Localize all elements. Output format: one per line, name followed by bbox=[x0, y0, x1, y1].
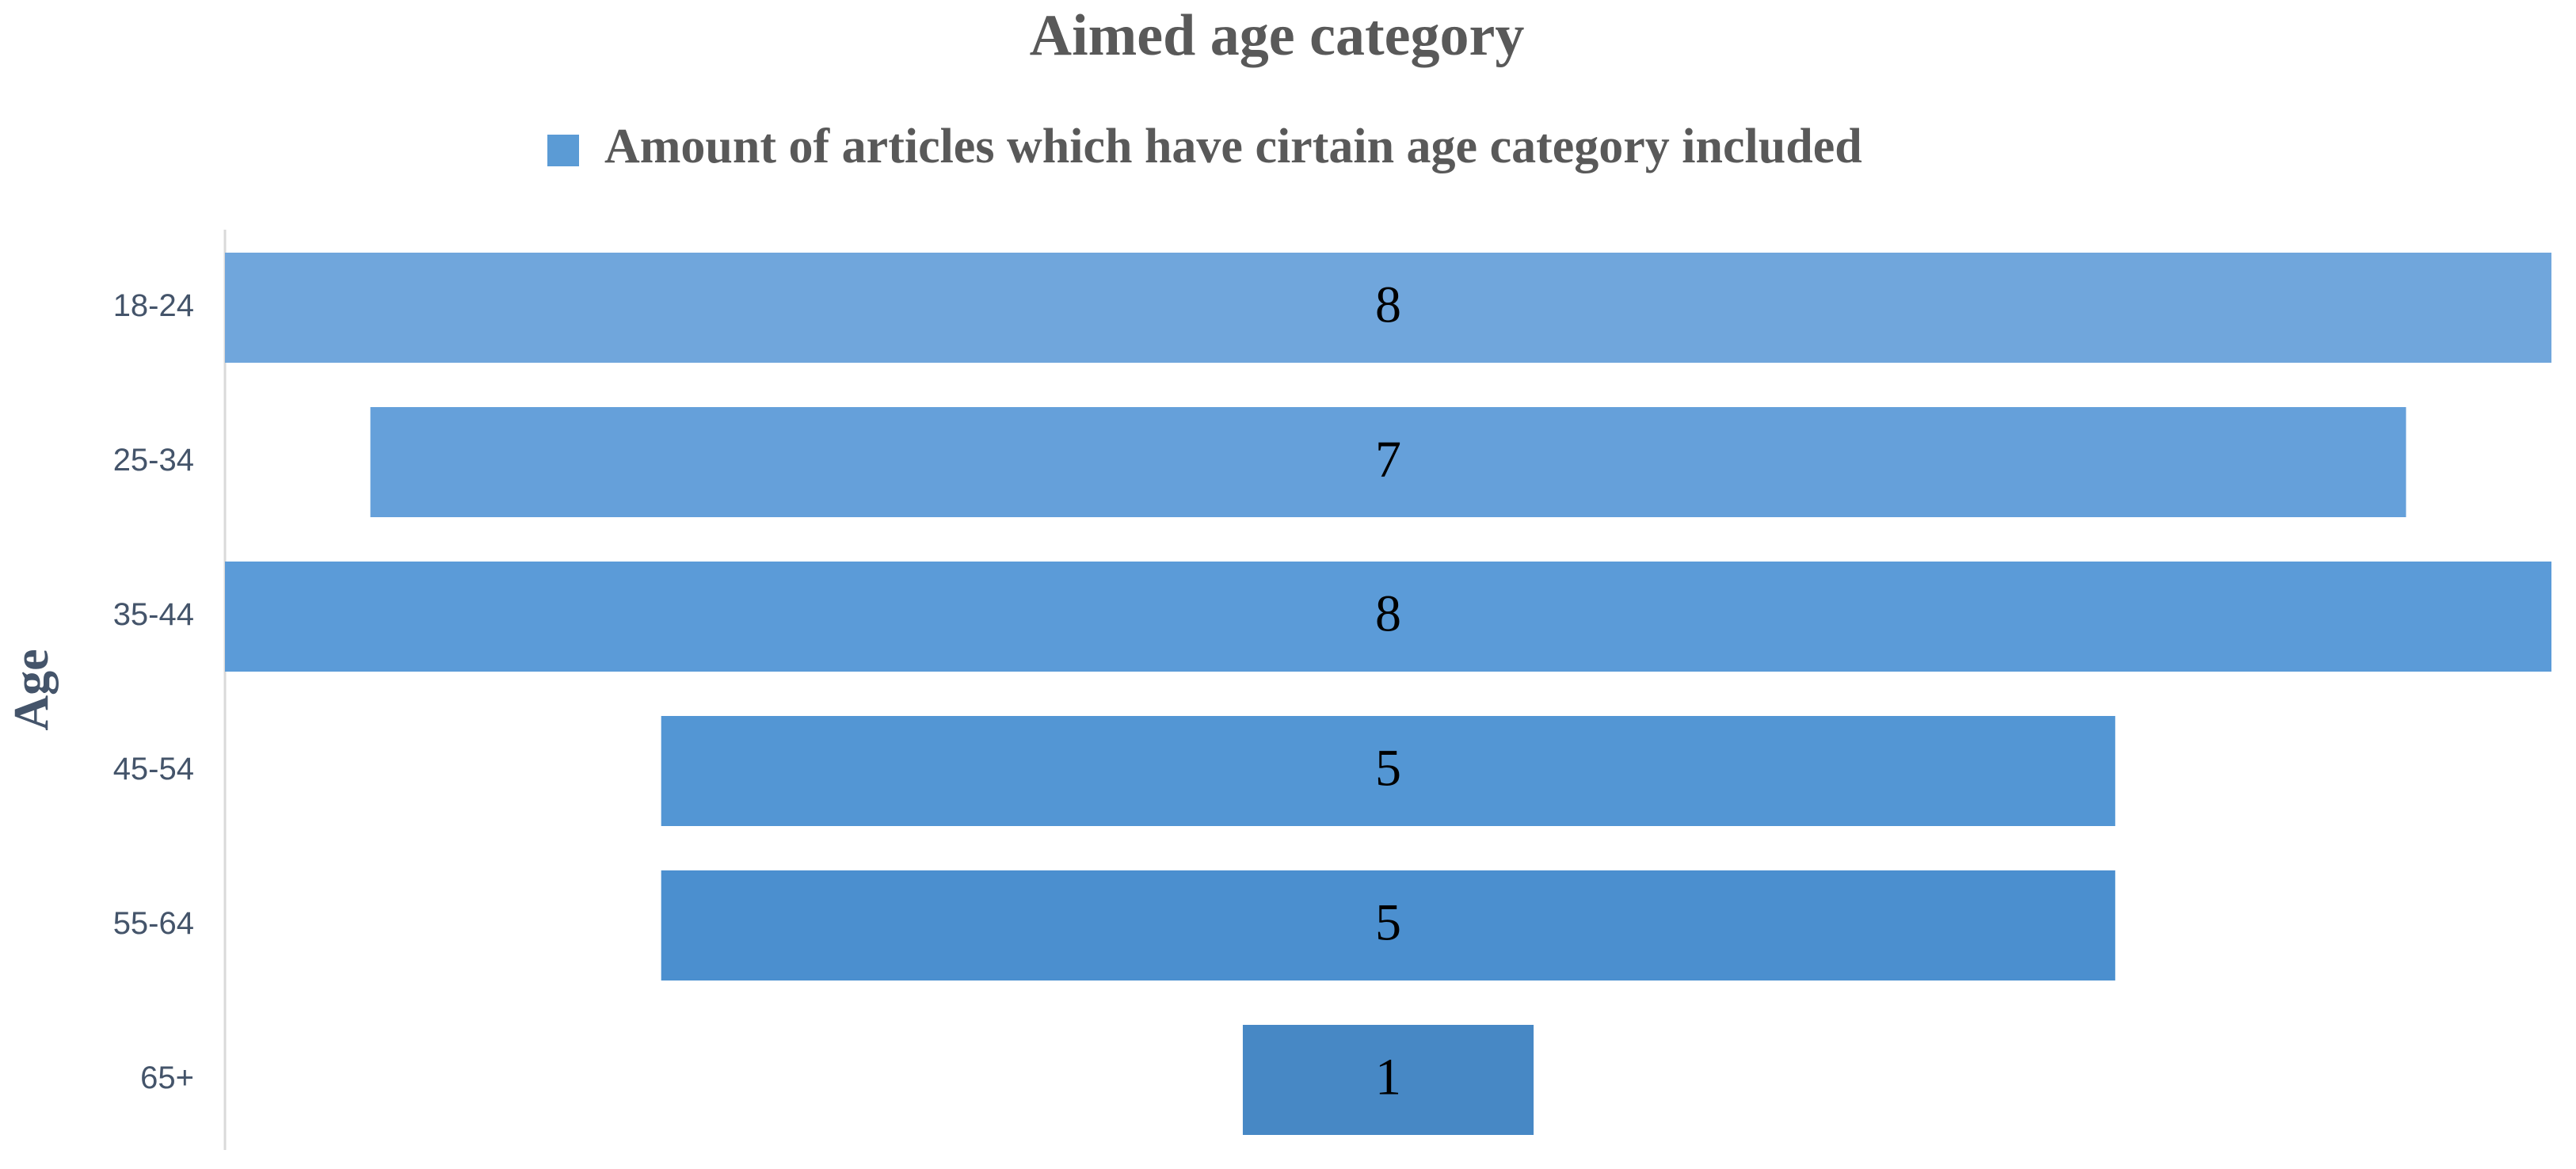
y-axis-title: Age bbox=[5, 649, 59, 730]
y-tick-label: 35-44 bbox=[113, 597, 194, 632]
bar bbox=[370, 407, 2406, 517]
data-label: 7 bbox=[1375, 431, 1401, 489]
y-tick-label: 45-54 bbox=[113, 752, 194, 786]
bar bbox=[225, 562, 2551, 672]
bar bbox=[661, 870, 2116, 981]
y-tick-label: 65+ bbox=[140, 1060, 194, 1095]
y-tick-label: 18-24 bbox=[113, 288, 194, 323]
chart-title: Aimed age category bbox=[1030, 3, 1525, 68]
data-label: 5 bbox=[1375, 894, 1401, 952]
data-label: 5 bbox=[1375, 740, 1401, 798]
y-tick-label: 25-34 bbox=[113, 443, 194, 478]
data-label: 8 bbox=[1375, 276, 1401, 334]
bar bbox=[661, 716, 2116, 826]
bar bbox=[1242, 1025, 1534, 1135]
legend-swatch bbox=[547, 135, 579, 166]
bar bbox=[225, 253, 2551, 363]
data-label: 1 bbox=[1375, 1049, 1401, 1106]
legend-label: Amount of articles which have cirtain ag… bbox=[604, 120, 1862, 173]
y-tick-label: 55-64 bbox=[113, 906, 194, 941]
data-label: 8 bbox=[1375, 585, 1401, 643]
